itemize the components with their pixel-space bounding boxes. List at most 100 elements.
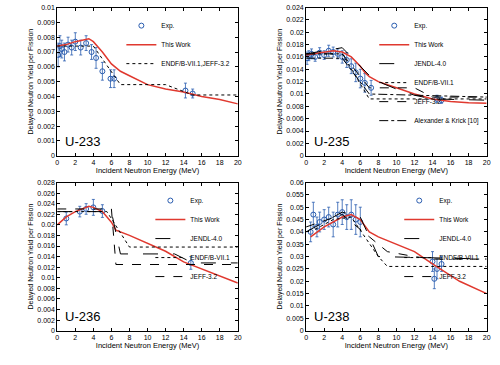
svg-text:20: 20: [483, 159, 491, 166]
svg-text:0.015: 0.015: [286, 290, 304, 297]
svg-text:4: 4: [91, 159, 95, 166]
svg-text:0.006: 0.006: [37, 295, 55, 302]
svg-text:16: 16: [198, 334, 206, 341]
svg-text:0: 0: [304, 159, 308, 166]
svg-text:0.03: 0.03: [290, 253, 304, 260]
svg-text:8: 8: [128, 159, 132, 166]
svg-text:Incident Neutron Energy (MeV): Incident Neutron Energy (MeV): [96, 341, 200, 350]
svg-text:0.002: 0.002: [37, 123, 55, 130]
svg-text:JEFF-3.2: JEFF-3.2: [439, 273, 466, 280]
svg-text:Exp.: Exp.: [190, 197, 203, 205]
svg-text:0.002: 0.002: [37, 317, 55, 324]
svg-text:0.02: 0.02: [290, 278, 304, 285]
svg-text:16: 16: [198, 159, 206, 166]
svg-text:10: 10: [393, 334, 401, 341]
svg-text:0.016: 0.016: [286, 53, 304, 60]
svg-text:This Work: This Work: [414, 41, 444, 48]
svg-text:0.008: 0.008: [286, 103, 304, 110]
svg-text:8: 8: [376, 159, 380, 166]
svg-text:0: 0: [51, 327, 55, 334]
svg-text:0.005: 0.005: [286, 315, 304, 322]
svg-text:0.007: 0.007: [37, 48, 55, 55]
svg-text:10: 10: [393, 159, 401, 166]
svg-text:16: 16: [447, 334, 455, 341]
svg-text:0.001: 0.001: [37, 137, 55, 144]
svg-text:18: 18: [216, 334, 224, 341]
svg-text:6: 6: [358, 159, 362, 166]
svg-text:0.004: 0.004: [37, 306, 55, 313]
svg-text:This Work: This Work: [190, 216, 220, 223]
svg-text:14: 14: [180, 334, 188, 341]
svg-text:0.004: 0.004: [286, 127, 304, 134]
svg-text:0.004: 0.004: [37, 93, 55, 100]
svg-text:4: 4: [340, 334, 344, 341]
svg-text:U-238: U-238: [314, 309, 349, 324]
svg-text:6: 6: [358, 334, 362, 341]
svg-text:JEFF-3.2: JEFF-3.2: [414, 98, 441, 105]
svg-text:ENDF/B-VII.1: ENDF/B-VII.1: [190, 254, 230, 261]
svg-text:JENDL-4.0: JENDL-4.0: [414, 60, 446, 67]
svg-text:Delayed Neutron Yield per Fiss: Delayed Neutron Yield per Fission: [276, 204, 284, 310]
svg-text:ENDF/B-VII.1,JEFF-3.2: ENDF/B-VII.1,JEFF-3.2: [161, 60, 229, 67]
svg-text:0.016: 0.016: [37, 242, 55, 249]
svg-text:0: 0: [300, 152, 304, 159]
svg-text:0.014: 0.014: [286, 66, 304, 73]
svg-text:0.045: 0.045: [286, 216, 304, 223]
svg-text:0.008: 0.008: [37, 285, 55, 292]
svg-text:4: 4: [340, 159, 344, 166]
svg-text:20: 20: [234, 159, 242, 166]
svg-text:12: 12: [411, 334, 419, 341]
svg-text:JENDL-4.0: JENDL-4.0: [190, 235, 222, 242]
svg-text:16: 16: [447, 159, 455, 166]
svg-text:0.01: 0.01: [41, 4, 55, 11]
svg-text:0.009: 0.009: [37, 19, 55, 26]
svg-text:2: 2: [73, 159, 77, 166]
svg-text:This Work: This Work: [439, 216, 469, 223]
svg-text:14: 14: [429, 159, 437, 166]
svg-text:0.024: 0.024: [37, 200, 55, 207]
svg-text:JEFF-3.2: JEFF-3.2: [190, 273, 217, 280]
svg-text:Alexander & Krick [10]: Alexander & Krick [10]: [414, 117, 479, 125]
svg-text:0.035: 0.035: [286, 241, 304, 248]
svg-text:0: 0: [300, 327, 304, 334]
svg-text:0.01: 0.01: [290, 302, 304, 309]
svg-text:10: 10: [144, 334, 152, 341]
svg-text:2: 2: [322, 334, 326, 341]
svg-text:0.018: 0.018: [37, 232, 55, 239]
svg-text:8: 8: [376, 334, 380, 341]
svg-text:0.028: 0.028: [37, 179, 55, 186]
svg-text:0.006: 0.006: [286, 115, 304, 122]
svg-text:0: 0: [51, 152, 55, 159]
svg-text:0.003: 0.003: [37, 108, 55, 115]
svg-text:0.006: 0.006: [37, 63, 55, 70]
svg-text:20: 20: [234, 334, 242, 341]
svg-text:0.02: 0.02: [290, 29, 304, 36]
svg-text:18: 18: [465, 334, 473, 341]
svg-text:0.022: 0.022: [286, 16, 304, 23]
svg-text:0.01: 0.01: [41, 274, 55, 281]
svg-text:0.02: 0.02: [41, 221, 55, 228]
svg-text:0.018: 0.018: [286, 41, 304, 48]
svg-text:0.002: 0.002: [286, 140, 304, 147]
svg-text:2: 2: [73, 334, 77, 341]
svg-text:U-236: U-236: [65, 309, 100, 324]
svg-text:U-233: U-233: [65, 134, 100, 149]
svg-text:Delayed Neutron Yield per Fiss: Delayed Neutron Yield per Fission: [27, 29, 35, 135]
svg-text:0.05: 0.05: [290, 204, 304, 211]
svg-text:JENDL-4.0: JENDL-4.0: [439, 235, 471, 242]
svg-text:ENDF/B-VII.1: ENDF/B-VII.1: [414, 79, 454, 86]
svg-text:18: 18: [465, 159, 473, 166]
svg-text:6: 6: [109, 159, 113, 166]
svg-text:6: 6: [109, 334, 113, 341]
svg-text:10: 10: [144, 159, 152, 166]
svg-text:0.005: 0.005: [37, 78, 55, 85]
svg-text:0.06: 0.06: [290, 179, 304, 186]
svg-text:0.04: 0.04: [290, 228, 304, 235]
svg-text:Incident Neutron Energy (MeV): Incident Neutron Energy (MeV): [96, 166, 200, 175]
svg-text:0.025: 0.025: [286, 265, 304, 272]
svg-text:18: 18: [216, 159, 224, 166]
svg-text:8: 8: [128, 334, 132, 341]
svg-text:Exp.: Exp.: [439, 197, 452, 205]
svg-text:0.012: 0.012: [37, 264, 55, 271]
svg-text:Incident Neutron Energy (MeV): Incident Neutron Energy (MeV): [345, 166, 449, 175]
